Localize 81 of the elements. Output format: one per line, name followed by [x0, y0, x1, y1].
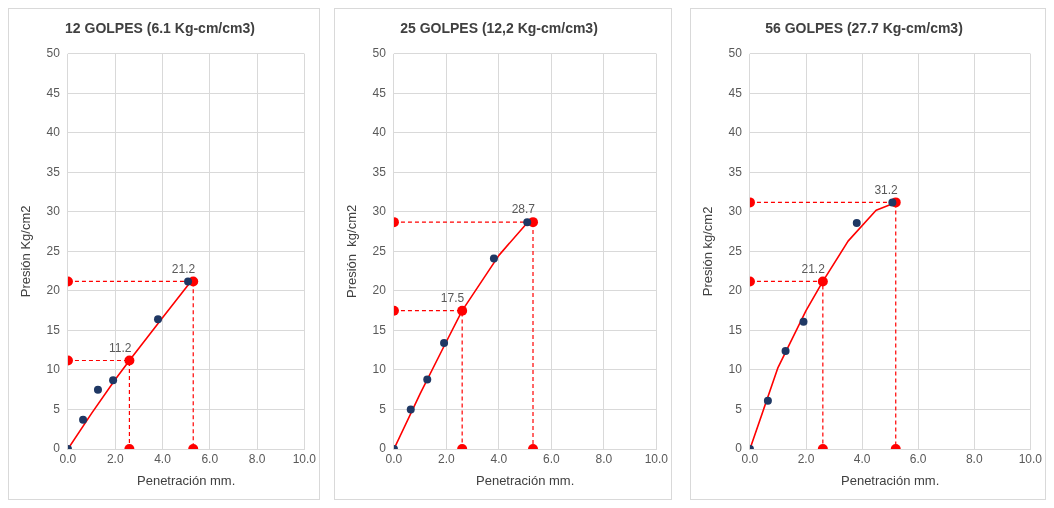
y-tick-label: 20 — [728, 283, 743, 298]
chart-title: 12 GOLPES (6.1 Kg-cm/cm3) — [65, 20, 255, 37]
y-tick-label: 30 — [46, 204, 61, 219]
x-axis-title: Penetración mm. — [476, 472, 575, 488]
point — [799, 317, 808, 326]
chart-title: 56 GOLPES (27.7 Kg-cm/cm3) — [765, 20, 963, 37]
point — [781, 346, 790, 355]
point — [852, 218, 861, 227]
y-tick-label: 5 — [379, 401, 387, 416]
y-tick-label: 15 — [372, 322, 387, 337]
point — [406, 405, 415, 414]
y-tick-label: 25 — [728, 243, 743, 258]
x-tick-label: 4.0 — [853, 451, 871, 466]
y-tick-label: 30 — [372, 204, 387, 219]
point — [79, 415, 88, 424]
y-tick-label: 25 — [372, 243, 387, 258]
y-tick-label: 5 — [735, 401, 743, 416]
point — [184, 277, 193, 286]
y-axis-title: Presión kg/cm2 — [344, 204, 360, 298]
y-tick-label: 50 — [728, 46, 743, 61]
data-label: 21.2 — [801, 261, 826, 276]
y-tick-label: 30 — [728, 204, 743, 219]
data-label: 31.2 — [874, 182, 899, 197]
y-axis-title: Presión Kg/cm2 — [18, 205, 34, 298]
x-tick-label: 8.0 — [595, 451, 613, 466]
data-label: 28.7 — [511, 202, 536, 217]
x-tick-label: 2.0 — [797, 451, 815, 466]
y-tick-label: 10 — [372, 362, 387, 377]
point — [489, 254, 498, 263]
x-axis-title: Penetración mm. — [841, 472, 940, 488]
y-tick-label: 45 — [728, 85, 743, 100]
y-tick-label: 0 — [379, 441, 387, 456]
y-tick-label: 45 — [372, 85, 387, 100]
y-tick-label: 15 — [728, 322, 743, 337]
y-tick-label: 15 — [46, 322, 61, 337]
x-tick-label: 2.0 — [106, 451, 124, 466]
x-tick-label: 6.0 — [909, 451, 927, 466]
y-axis-title: Presión kg/cm2 — [700, 206, 716, 297]
x-tick-label: 0.0 — [741, 451, 759, 466]
y-tick-label: 50 — [372, 46, 387, 61]
x-axis-title: Penetración mm. — [137, 472, 236, 488]
x-tick-label: 8.0 — [965, 451, 983, 466]
point — [440, 339, 449, 348]
y-tick-label: 40 — [46, 125, 61, 140]
chart-title: 25 GOLPES (12,2 Kg-cm/cm3) — [400, 20, 598, 37]
x-tick-label: 0.0 — [59, 451, 77, 466]
y-tick-label: 35 — [46, 164, 61, 179]
x-tick-label: 10.0 — [1018, 451, 1043, 466]
y-tick-label: 35 — [728, 164, 743, 179]
y-tick-label: 25 — [46, 243, 61, 258]
y-tick-label: 50 — [46, 46, 61, 61]
x-tick-label: 8.0 — [248, 451, 266, 466]
point — [93, 385, 102, 394]
y-tick-label: 45 — [46, 85, 61, 100]
x-tick-label: 4.0 — [154, 451, 172, 466]
data-label: 11.2 — [108, 340, 132, 355]
x-tick-label: 6.0 — [543, 451, 561, 466]
x-tick-label: 10.0 — [644, 451, 669, 466]
x-tick-label: 2.0 — [438, 451, 456, 466]
point — [763, 396, 772, 405]
y-tick-label: 40 — [728, 125, 743, 140]
y-tick-label: 10 — [728, 362, 743, 377]
data-label: 17.5 — [440, 290, 465, 305]
x-tick-label: 10.0 — [292, 451, 317, 466]
y-tick-label: 5 — [53, 401, 61, 416]
y-tick-label: 20 — [46, 283, 61, 298]
point — [109, 376, 118, 385]
y-tick-label: 40 — [372, 125, 387, 140]
y-tick-label: 35 — [372, 164, 387, 179]
data-label: 21.2 — [171, 261, 196, 276]
x-tick-label: 6.0 — [201, 451, 219, 466]
x-tick-label: 0.0 — [385, 451, 403, 466]
y-tick-label: 0 — [53, 441, 61, 456]
y-tick-label: 0 — [735, 441, 743, 456]
point — [888, 198, 897, 207]
point — [423, 375, 432, 384]
x-tick-label: 4.0 — [490, 451, 508, 466]
point — [154, 315, 163, 324]
y-tick-label: 10 — [46, 362, 61, 377]
y-tick-label: 20 — [372, 283, 387, 298]
point — [523, 218, 532, 227]
